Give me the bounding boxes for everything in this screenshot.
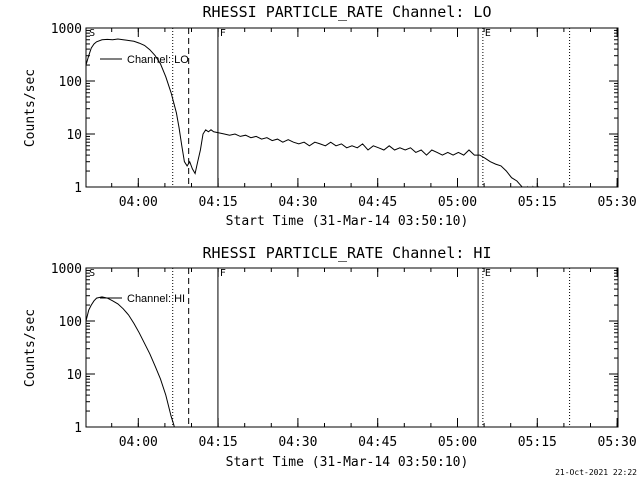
hi-x-tick-label: 05:15 [518, 435, 557, 450]
lo-x-axis-label: Start Time (31-Mar-14 03:50:10) [226, 214, 469, 229]
lo-x-tick-label: 04:30 [278, 195, 317, 210]
generation-timestamp: 21-Oct-2021 22:22 [555, 468, 637, 477]
lo-x-tick-label: 05:00 [438, 195, 477, 210]
lo-event-marker-label: F [220, 28, 226, 39]
lo-y-tick-label: 1000 [51, 22, 82, 37]
lo-x-tick-label: 04:45 [358, 195, 397, 210]
hi-channel-panel: RHESSI PARTICLE_RATE Channel: HI Start T… [23, 244, 637, 470]
hi-event-marker-label: E [485, 268, 491, 279]
hi-x-axis-label: Start Time (31-Mar-14 03:50:10) [226, 455, 469, 470]
lo-y-tick-label: 10 [66, 128, 82, 143]
lo-event-marker-label: E [485, 28, 491, 39]
hi-x-tick-label: 04:00 [119, 435, 158, 450]
hi-plot-frame [85, 267, 619, 428]
hi-x-tick-label: 04:30 [278, 435, 317, 450]
hi-y-tick-label: 1000 [51, 262, 82, 277]
lo-legend-label: Channel: LO [127, 54, 189, 66]
lo-y-tick-label: 100 [59, 75, 82, 90]
hi-y-tick-label: 1 [74, 421, 82, 436]
lo-chart-marks: 04:00 04:15 04:30 04:45 05:00 05:15 05:30 1 10 10… [51, 22, 637, 210]
lo-x-tick-label: 04:00 [119, 195, 158, 210]
hi-event-marker-label: F [220, 268, 226, 279]
lo-x-tick-label: 05:30 [598, 195, 637, 210]
hi-x-tick-label: 05:30 [598, 435, 637, 450]
lo-event-marker-label: S [89, 28, 95, 39]
lo-y-axis-label: Counts/sec [23, 69, 38, 147]
hi-y-axis-label: Counts/sec [23, 309, 38, 387]
hi-event-marker-label: S [89, 268, 95, 279]
hi-series-line [86, 296, 175, 427]
hi-y-tick-label: 100 [59, 315, 82, 330]
lo-y-tick-label: 1 [74, 181, 82, 196]
lo-series-line [86, 38, 561, 187]
hi-y-tick-label: 10 [66, 368, 82, 383]
hi-chart-marks: 04:00 04:15 04:30 04:45 05:00 05:15 05:30 1 10 10… [51, 262, 637, 450]
hi-x-tick-label: 05:00 [438, 435, 477, 450]
hi-legend-label: Channel: HI [127, 293, 185, 305]
hi-x-tick-label: 04:15 [199, 435, 238, 450]
lo-plot-frame [85, 27, 619, 188]
lo-channel-panel: RHESSI PARTICLE_RATE Channel: LO Start T… [23, 3, 637, 229]
hi-x-tick-label: 04:45 [358, 435, 397, 450]
hi-chart-title: RHESSI PARTICLE_RATE Channel: HI [203, 244, 492, 262]
lo-x-tick-label: 04:15 [199, 195, 238, 210]
lo-x-tick-label: 05:15 [518, 195, 557, 210]
lo-chart-title: RHESSI PARTICLE_RATE Channel: LO [203, 3, 492, 21]
